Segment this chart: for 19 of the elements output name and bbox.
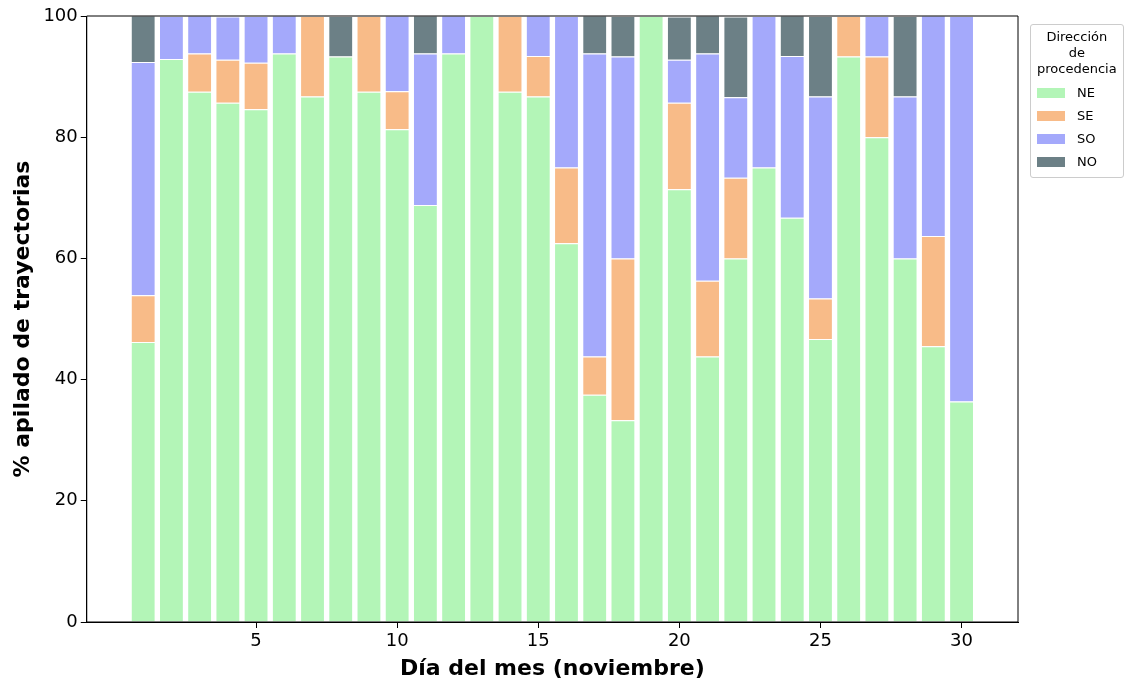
x-tick-label: 10 bbox=[385, 629, 409, 651]
y-tick-label: 80 bbox=[54, 124, 78, 146]
y-tick-label: 20 bbox=[54, 488, 78, 510]
y-tick-label: 40 bbox=[54, 367, 78, 389]
legend-label: SE bbox=[1077, 108, 1094, 123]
legend-label: NE bbox=[1077, 85, 1095, 100]
x-tick-label: 15 bbox=[526, 629, 550, 651]
y-tick-label: 100 bbox=[43, 3, 78, 25]
y-axis-title: % apilado de trayectorias bbox=[8, 160, 34, 478]
x-tick-label: 30 bbox=[950, 629, 974, 651]
x-axis-title: Día del mes (noviembre) bbox=[399, 654, 705, 680]
y-tick-label: 0 bbox=[66, 609, 78, 631]
legend-title: Dirección de procedencia bbox=[1037, 29, 1117, 77]
legend-label: SO bbox=[1077, 131, 1096, 146]
y-tick-label: 60 bbox=[54, 246, 78, 268]
x-tick-label: 20 bbox=[667, 629, 691, 651]
x-tick-label: 25 bbox=[809, 629, 832, 651]
legend-label: NO bbox=[1077, 154, 1097, 169]
x-tick-label: 5 bbox=[250, 629, 262, 651]
